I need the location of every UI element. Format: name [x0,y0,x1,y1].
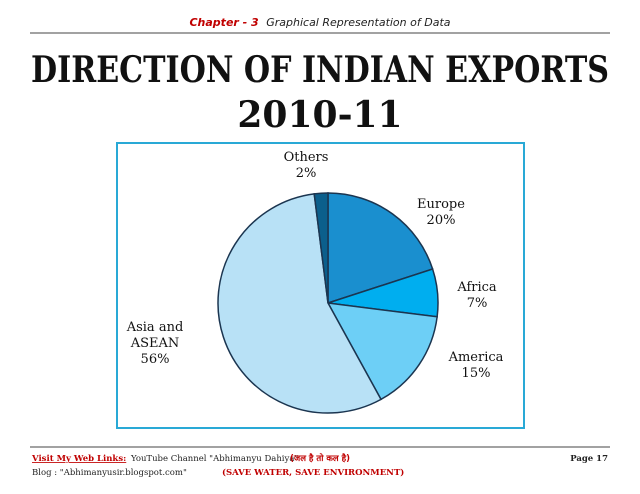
chapter: Chapter - 3 [189,16,259,29]
pie-slice [313,192,329,304]
pie-slice [327,192,434,305]
youtube: YouTube Channel "Abhimanyu Dahiya" [130,454,298,464]
blog: Blog : "Abhimanyusir.blogspot.com" [32,468,187,478]
value-label: 56% [140,352,170,367]
value-label: 20% [426,213,456,228]
category-label: America [448,350,504,365]
pie-slice [217,193,383,414]
motto: (SAVE WATER, SAVE ENVIRONMENT) [222,467,404,478]
pie [217,192,439,414]
slice-label: Africa 7% [447,280,507,312]
category-label: Asia and ASEAN [126,320,184,351]
category-label: Others [283,150,329,165]
header: Chapter - 3 Graphical Representation of … [189,16,450,29]
value-label: 7% [466,296,488,311]
slice-label: America 15% [446,350,506,382]
subject: Graphical Representation of Data [266,16,451,29]
chart-frame [116,142,525,429]
pie-slice [326,302,438,401]
category-label: Africa [457,280,497,295]
value-label: 15% [461,366,491,381]
motto-hindi: (जल है तो कल है) [290,453,350,464]
category-label: Europe [417,197,465,212]
chart-title: DIRECTION OF INDIAN EXPORTS [31,49,609,91]
footer-line-1: Visit My Web Links: YouTube Channel "Abh… [31,454,298,464]
links-label: Visit My Web Links: [31,454,126,464]
slice-label: Asia and ASEAN 56% [120,320,190,368]
slice-label: Europe 20% [401,197,481,229]
page-number: Page 17 [570,454,608,464]
chart-subtitle: 2010-11 [237,94,402,136]
slice-label: Others 2% [276,150,336,182]
value-label: 2% [295,166,317,181]
